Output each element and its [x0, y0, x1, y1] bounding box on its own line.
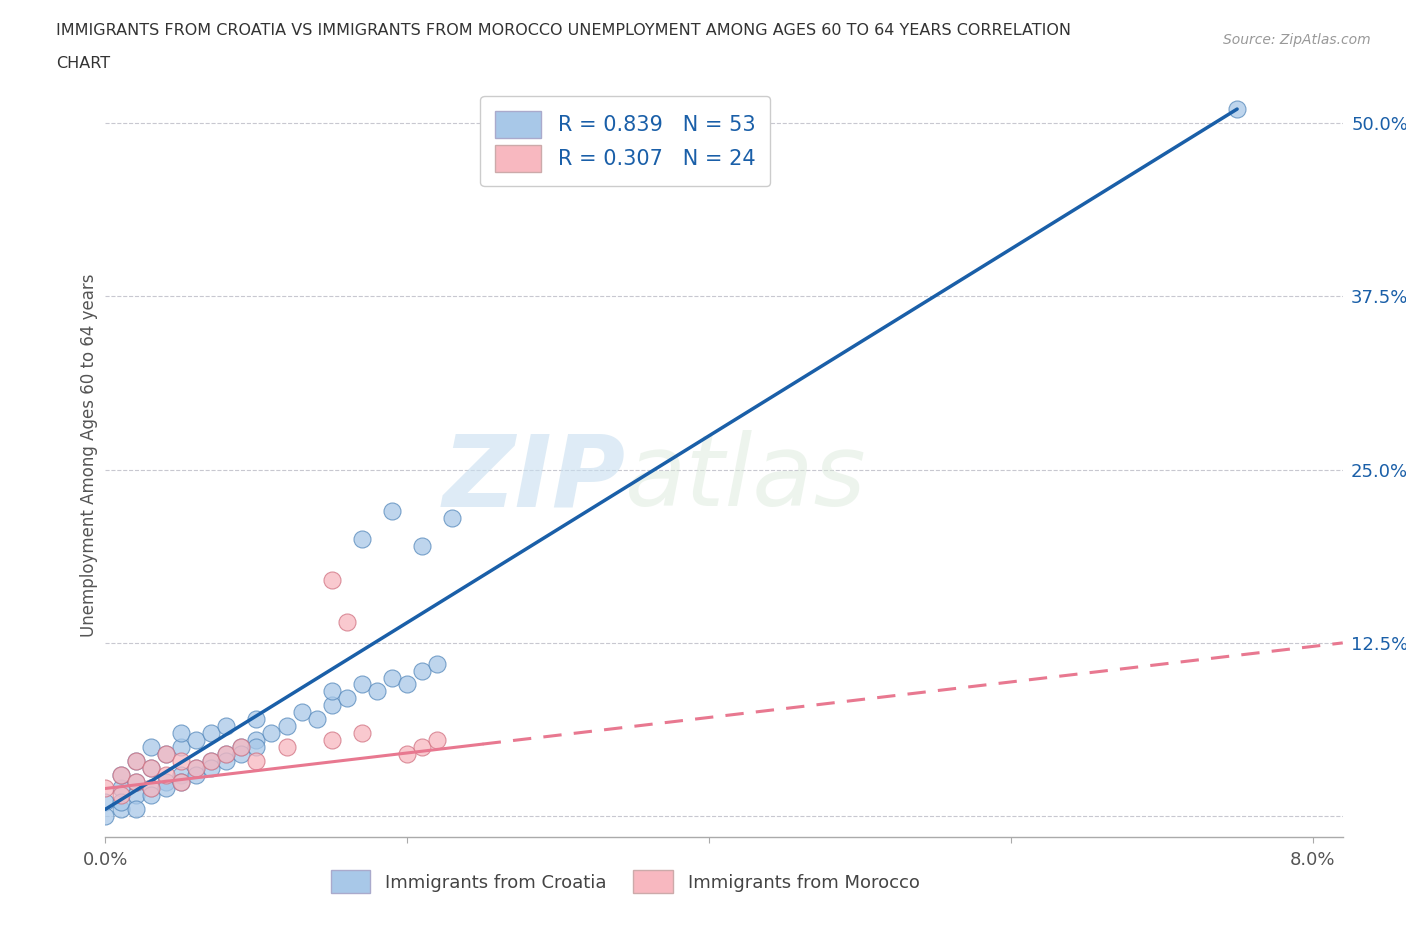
Point: [336, 615, 359, 630]
Point: [245, 733, 267, 748]
Point: [426, 733, 449, 748]
Point: [124, 802, 146, 817]
Point: [155, 781, 177, 796]
Point: [215, 747, 238, 762]
Point: [215, 719, 238, 734]
Point: [170, 725, 193, 740]
Point: [215, 747, 238, 762]
Point: [260, 725, 283, 740]
Point: [124, 774, 146, 789]
Point: [276, 719, 298, 734]
Point: [396, 747, 419, 762]
Point: [155, 774, 177, 789]
Point: [411, 739, 433, 754]
Point: [94, 781, 117, 796]
Point: [184, 767, 207, 782]
Point: [245, 739, 267, 754]
Text: Source: ZipAtlas.com: Source: ZipAtlas.com: [1223, 33, 1371, 46]
Point: [305, 711, 328, 726]
Point: [321, 698, 343, 712]
Point: [110, 767, 132, 782]
Point: [291, 705, 314, 720]
Point: [200, 725, 222, 740]
Point: [276, 739, 298, 754]
Point: [200, 753, 222, 768]
Point: [1226, 101, 1249, 116]
Point: [139, 781, 162, 796]
Point: [110, 788, 132, 803]
Point: [321, 573, 343, 588]
Point: [184, 760, 207, 775]
Point: [231, 747, 253, 762]
Point: [110, 802, 132, 817]
Point: [200, 760, 222, 775]
Text: ZIP: ZIP: [441, 430, 626, 527]
Point: [139, 760, 162, 775]
Text: IMMIGRANTS FROM CROATIA VS IMMIGRANTS FROM MOROCCO UNEMPLOYMENT AMONG AGES 60 TO: IMMIGRANTS FROM CROATIA VS IMMIGRANTS FR…: [56, 23, 1071, 38]
Point: [94, 809, 117, 824]
Point: [245, 753, 267, 768]
Point: [110, 767, 132, 782]
Point: [411, 538, 433, 553]
Point: [124, 753, 146, 768]
Point: [170, 767, 193, 782]
Point: [231, 739, 253, 754]
Point: [170, 774, 193, 789]
Point: [441, 511, 464, 525]
Point: [321, 733, 343, 748]
Point: [350, 531, 373, 546]
Point: [139, 739, 162, 754]
Point: [155, 747, 177, 762]
Point: [366, 684, 388, 698]
Point: [124, 753, 146, 768]
Point: [245, 711, 267, 726]
Point: [139, 781, 162, 796]
Point: [381, 671, 404, 685]
Y-axis label: Unemployment Among Ages 60 to 64 years: Unemployment Among Ages 60 to 64 years: [80, 274, 98, 637]
Point: [170, 753, 193, 768]
Point: [200, 753, 222, 768]
Point: [124, 788, 146, 803]
Point: [411, 663, 433, 678]
Point: [139, 788, 162, 803]
Point: [396, 677, 419, 692]
Point: [231, 739, 253, 754]
Point: [139, 760, 162, 775]
Text: CHART: CHART: [56, 56, 110, 71]
Point: [94, 795, 117, 810]
Point: [184, 760, 207, 775]
Point: [321, 684, 343, 698]
Point: [426, 657, 449, 671]
Point: [124, 774, 146, 789]
Point: [170, 739, 193, 754]
Text: atlas: atlas: [626, 430, 866, 527]
Point: [381, 504, 404, 519]
Point: [110, 795, 132, 810]
Point: [155, 747, 177, 762]
Point: [350, 725, 373, 740]
Point: [350, 677, 373, 692]
Legend: Immigrants from Croatia, Immigrants from Morocco: Immigrants from Croatia, Immigrants from…: [323, 863, 927, 900]
Point: [336, 691, 359, 706]
Point: [110, 781, 132, 796]
Point: [215, 753, 238, 768]
Point: [170, 774, 193, 789]
Point: [184, 733, 207, 748]
Point: [155, 767, 177, 782]
